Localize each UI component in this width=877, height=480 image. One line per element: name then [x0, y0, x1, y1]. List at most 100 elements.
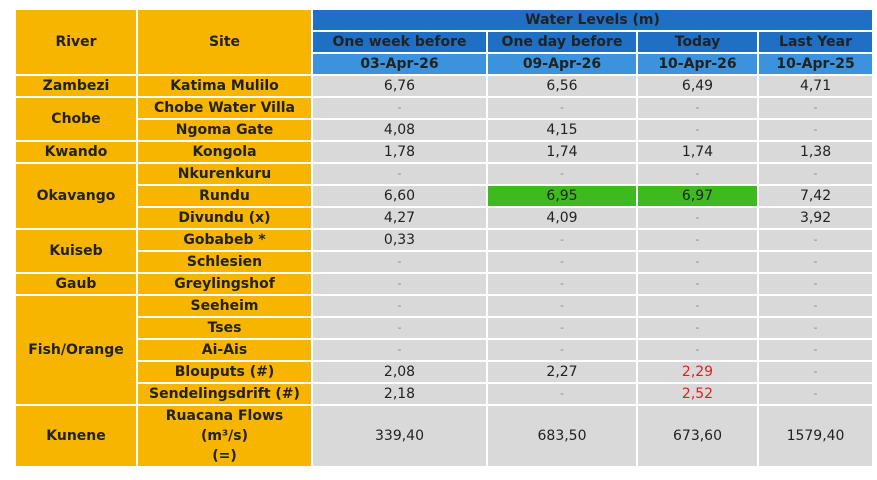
site-cell: Ngoma Gate	[136, 118, 313, 142]
site-cell: Katima Mulilo	[136, 74, 313, 98]
value-cell: 2,29	[636, 360, 759, 384]
table-row: Kwando Kongola 1,78 1,74 1,74 1,38	[14, 140, 875, 164]
site-cell: Greylingshof	[136, 272, 313, 296]
value-cell: -	[636, 162, 759, 186]
value-cell: 1579,40	[756, 404, 875, 468]
river-cell: Kuiseb	[14, 228, 138, 274]
column-label: Last Year	[756, 30, 875, 54]
table-container: River Site Water Levels (m) One week bef…	[14, 8, 875, 468]
table-row: Chobe Chobe Water Villa - - - -	[14, 96, 875, 142]
site-cell: Ruacana Flows (m³/s) (=)	[136, 404, 313, 468]
table-row: Ai-Ais - - - -	[15, 338, 875, 362]
site-cell: Divundu (x)	[136, 206, 313, 230]
table-row: Tses - - - -	[15, 316, 875, 340]
value-cell: 4,15	[486, 118, 638, 142]
value-cell: 4,08	[311, 118, 488, 142]
value-cell: -	[756, 338, 875, 362]
table-row: Sendelingsdrift (#) 2,18-2,52-	[15, 382, 875, 406]
value-cell: 1,74	[486, 140, 638, 164]
value-cell: 6,95	[486, 184, 638, 208]
value-cell: -	[486, 382, 638, 406]
value-cell: 4,27	[311, 206, 488, 230]
table-row: Ngoma Gate 4,08 4,15- -	[15, 118, 875, 142]
river-cell: Fish/Orange	[14, 294, 138, 406]
value-cell: 339,40	[311, 404, 488, 468]
column-date: 10-Apr-26	[636, 52, 759, 76]
site-cell: Gobabeb *	[136, 228, 313, 252]
table-row: Divundu (x) 4,27 4,09-3,92	[15, 206, 875, 230]
value-cell: -	[486, 316, 638, 340]
value-cell: -	[756, 96, 875, 120]
value-cell: 2,52	[636, 382, 759, 406]
value-cell: -	[636, 272, 759, 296]
value-cell: -	[756, 250, 875, 274]
value-cell: 4,09	[486, 206, 638, 230]
column-label: One week before	[311, 30, 488, 54]
value-cell: -	[636, 294, 759, 318]
value-cell: -	[311, 338, 488, 362]
table-row: Kuiseb Gobabeb * 0,33- - -	[14, 228, 875, 274]
column-label: One day before	[486, 30, 638, 54]
value-cell: -	[636, 316, 759, 340]
site-cell: Tses	[136, 316, 313, 340]
value-cell: 1,38	[756, 140, 875, 164]
river-cell: Kwando	[14, 140, 138, 164]
site-cell: Rundu	[136, 184, 313, 208]
site-cell: Ai-Ais	[136, 338, 313, 362]
value-cell: 673,60	[636, 404, 759, 468]
column-label: Today	[636, 30, 759, 54]
value-cell: 2,27	[486, 360, 638, 384]
value-cell: -	[311, 272, 488, 296]
value-cell: -	[756, 316, 875, 340]
table-row: Zambezi Katima Mulilo 6,76 6,56 6,49 4,71	[14, 74, 875, 98]
value-cell: 6,49	[636, 74, 759, 98]
value-cell: 6,76	[311, 74, 488, 98]
table-row: Rundu 6,60 6,95 6,97 7,42	[15, 184, 875, 208]
value-cell: 6,56	[486, 74, 638, 98]
site-cell: Nkurenkuru	[136, 162, 313, 186]
value-cell: -	[756, 118, 875, 142]
value-cell: 3,92	[756, 206, 875, 230]
value-cell: -	[311, 250, 488, 274]
value-cell: 683,50	[486, 404, 638, 468]
river-header: River	[14, 8, 138, 76]
value-cell: -	[756, 294, 875, 318]
value-cell: 7,42	[756, 184, 875, 208]
value-cell: -	[636, 250, 759, 274]
value-cell: -	[311, 162, 488, 186]
water-levels-table: River Site Water Levels (m) One week bef…	[14, 8, 875, 468]
table-row: Schlesien - - - -	[15, 250, 875, 274]
value-cell: -	[636, 96, 759, 120]
group-header: Water Levels (m)	[310, 8, 875, 32]
value-cell: -	[311, 96, 488, 120]
value-cell: -	[486, 228, 638, 252]
site-cell: Seeheim	[136, 294, 313, 318]
river-cell: Zambezi	[14, 74, 138, 98]
column-date: 09-Apr-26	[486, 52, 638, 76]
value-cell: 6,97	[636, 184, 759, 208]
site-cell: Kongola	[136, 140, 313, 164]
value-cell: -	[486, 338, 638, 362]
value-cell: 6,60	[311, 184, 488, 208]
value-cell: -	[756, 162, 875, 186]
river-cell: Chobe	[14, 96, 138, 142]
value-cell: -	[636, 118, 759, 142]
value-cell: -	[311, 316, 488, 340]
site-cell: Schlesien	[136, 250, 313, 274]
value-cell: -	[636, 338, 759, 362]
table-row: Blouputs (#) 2,08 2,27 2,29-	[15, 360, 875, 384]
value-cell: 4,71	[756, 74, 875, 98]
table-row: Kunene Ruacana Flows (m³/s) (=) 339,40 683,…	[14, 404, 875, 468]
value-cell: 1,74	[636, 140, 759, 164]
value-cell: -	[756, 382, 875, 406]
column-date: 03-Apr-26	[311, 52, 488, 76]
column-date: 10-Apr-25	[756, 52, 875, 76]
table-row: Fish/Orange Seeheim - - - -	[14, 294, 875, 406]
value-cell: 2,08	[311, 360, 488, 384]
river-cell: Kunene	[14, 404, 138, 468]
table-row: Okavango Nkurenkuru - - - -	[14, 162, 875, 230]
value-cell: 2,18	[311, 382, 488, 406]
value-cell: -	[636, 206, 759, 230]
value-cell: -	[486, 272, 638, 296]
